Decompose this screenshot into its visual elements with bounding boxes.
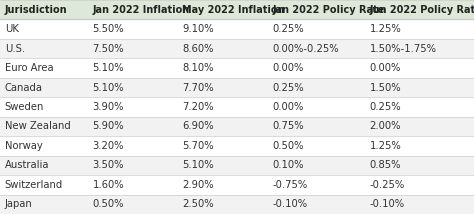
- Text: New Zealand: New Zealand: [5, 122, 71, 131]
- Text: 3.90%: 3.90%: [92, 102, 124, 112]
- Text: May 2022 Inflation: May 2022 Inflation: [182, 5, 285, 15]
- Text: 0.25%: 0.25%: [273, 83, 304, 92]
- Bar: [0, 0, 474, 19]
- Text: -0.75%: -0.75%: [273, 180, 308, 190]
- Text: 0.50%: 0.50%: [273, 141, 304, 151]
- Text: Canada: Canada: [5, 83, 43, 92]
- Text: 1.60%: 1.60%: [92, 180, 124, 190]
- Text: 7.50%: 7.50%: [92, 44, 124, 54]
- Bar: [0, 39, 474, 58]
- Bar: [0, 195, 474, 214]
- Text: 9.10%: 9.10%: [182, 24, 214, 34]
- Text: 8.10%: 8.10%: [182, 63, 214, 73]
- Text: 5.10%: 5.10%: [182, 160, 214, 170]
- Text: Norway: Norway: [5, 141, 43, 151]
- Text: Sweden: Sweden: [5, 102, 44, 112]
- Text: 2.00%: 2.00%: [370, 122, 401, 131]
- Text: Jurisdiction: Jurisdiction: [5, 5, 67, 15]
- Text: 0.00%-0.25%: 0.00%-0.25%: [273, 44, 339, 54]
- Text: Switzerland: Switzerland: [5, 180, 63, 190]
- Text: 5.50%: 5.50%: [92, 24, 124, 34]
- Text: Japan: Japan: [5, 199, 33, 209]
- Text: 3.50%: 3.50%: [92, 160, 124, 170]
- Text: -0.10%: -0.10%: [370, 199, 405, 209]
- Text: Jun 2022 Policy Rate: Jun 2022 Policy Rate: [370, 5, 474, 15]
- Text: 0.00%: 0.00%: [273, 102, 304, 112]
- Text: 0.50%: 0.50%: [92, 199, 124, 209]
- Text: -0.10%: -0.10%: [273, 199, 308, 209]
- Text: 1.50%-1.75%: 1.50%-1.75%: [370, 44, 437, 54]
- Text: Jan 2022 Inflation: Jan 2022 Inflation: [92, 5, 190, 15]
- Text: 1.25%: 1.25%: [370, 24, 401, 34]
- Text: 7.70%: 7.70%: [182, 83, 214, 92]
- Text: 0.85%: 0.85%: [370, 160, 401, 170]
- Text: 0.10%: 0.10%: [273, 160, 304, 170]
- Text: Australia: Australia: [5, 160, 49, 170]
- Text: 0.00%: 0.00%: [370, 63, 401, 73]
- Text: -0.25%: -0.25%: [370, 180, 405, 190]
- Bar: [0, 175, 474, 195]
- Text: 5.10%: 5.10%: [92, 83, 124, 92]
- Text: 7.20%: 7.20%: [182, 102, 214, 112]
- Text: 1.50%: 1.50%: [370, 83, 401, 92]
- Bar: [0, 78, 474, 97]
- Text: 0.75%: 0.75%: [273, 122, 304, 131]
- Text: 5.10%: 5.10%: [92, 63, 124, 73]
- Text: 6.90%: 6.90%: [182, 122, 214, 131]
- Bar: [0, 58, 474, 78]
- Text: Euro Area: Euro Area: [5, 63, 54, 73]
- Text: 0.25%: 0.25%: [273, 24, 304, 34]
- Text: 3.20%: 3.20%: [92, 141, 124, 151]
- Text: 2.50%: 2.50%: [182, 199, 214, 209]
- Text: 1.25%: 1.25%: [370, 141, 401, 151]
- Bar: [0, 117, 474, 136]
- Text: 0.25%: 0.25%: [370, 102, 401, 112]
- Text: 2.90%: 2.90%: [182, 180, 214, 190]
- Text: U.S.: U.S.: [5, 44, 25, 54]
- Text: Jan 2022 Policy Rate: Jan 2022 Policy Rate: [273, 5, 385, 15]
- Text: UK: UK: [5, 24, 18, 34]
- Bar: [0, 136, 474, 156]
- Bar: [0, 97, 474, 117]
- Bar: [0, 19, 474, 39]
- Text: 0.00%: 0.00%: [273, 63, 304, 73]
- Text: 8.60%: 8.60%: [182, 44, 214, 54]
- Text: 5.90%: 5.90%: [92, 122, 124, 131]
- Text: 5.70%: 5.70%: [182, 141, 214, 151]
- Bar: [0, 156, 474, 175]
